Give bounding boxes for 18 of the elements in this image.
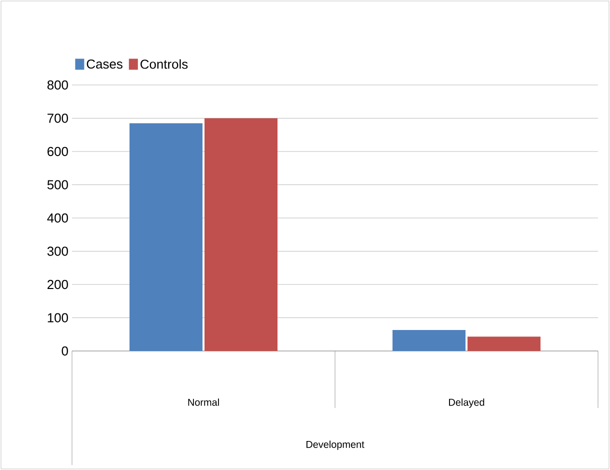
legend-label: Controls: [140, 59, 188, 69]
bar: [392, 330, 466, 351]
y-tick-label: 400: [47, 213, 68, 223]
y-tick-label: 0: [62, 346, 68, 356]
y-tick-label: 700: [48, 114, 68, 123]
y-tick-label: 500: [47, 180, 68, 190]
bar: [468, 336, 541, 351]
x-tick-label: Delayed: [449, 398, 484, 408]
legend-label: Cases: [86, 59, 122, 69]
x-tick-label: Normal: [188, 398, 219, 406]
y-tick-label: 600: [48, 146, 68, 156]
y-tick-label: 800: [47, 80, 68, 90]
y-tick-label: 300: [47, 246, 68, 256]
y-tick-label: 200: [48, 280, 68, 290]
bar: [204, 118, 278, 351]
y-tick-label: 100: [48, 313, 68, 322]
bar: [130, 123, 203, 351]
x-axis-title: Development: [306, 440, 364, 450]
